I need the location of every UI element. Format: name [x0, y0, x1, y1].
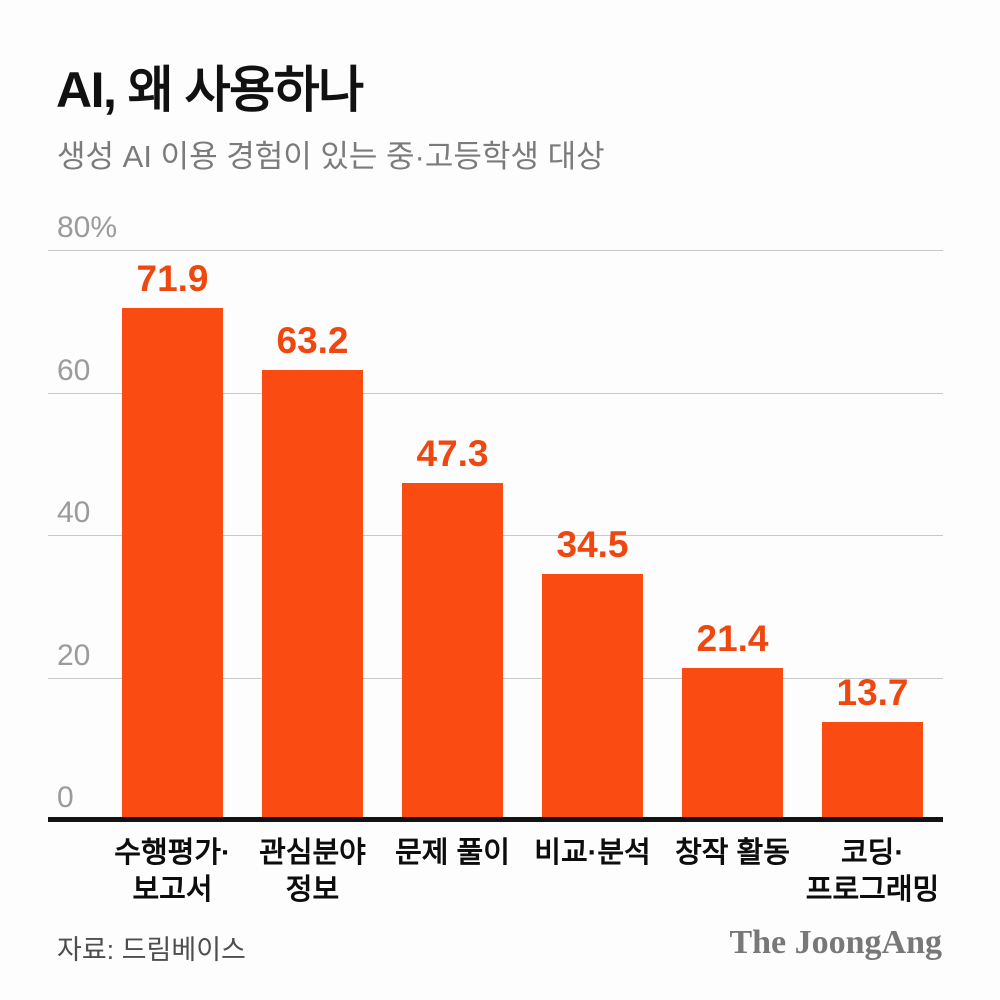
- bar-value-label: 21.4: [696, 617, 769, 659]
- x-axis-category-line: 프로그래밍: [805, 874, 940, 906]
- bar: [262, 369, 363, 820]
- x-axis-line: [48, 817, 943, 822]
- bar-value-label: 63.2: [276, 319, 349, 361]
- bar-value-label: 71.9: [136, 257, 209, 299]
- x-axis-category-line: 관심분야: [259, 837, 366, 869]
- x-axis-category-line: 창작 활동: [675, 837, 790, 869]
- y-axis-tick-label: 80%: [57, 211, 118, 244]
- chart-subtitle: 생성 AI 이용 경험이 있는 중·고등학생 대상: [57, 139, 605, 174]
- bar: [122, 307, 223, 820]
- x-axis-category-label: 비교·분석: [534, 835, 650, 872]
- y-axis-tick-label: 60: [57, 353, 91, 387]
- chart-title: AI, 왜 사용하나: [56, 62, 364, 118]
- bar: [542, 574, 643, 820]
- x-axis-category-line: 정보: [285, 874, 340, 906]
- bar: [822, 722, 923, 820]
- y-axis-tick-label: 40: [57, 496, 91, 529]
- x-axis-category-line: 수행평가·: [114, 837, 231, 869]
- x-axis-category-line: 비교·분석: [534, 837, 651, 869]
- x-axis-category-label: 문제 풀이: [395, 835, 510, 872]
- bar-value-label: 13.7: [836, 672, 909, 714]
- x-axis-category-line: 보고서: [132, 874, 213, 906]
- x-axis-category-label: 수행평가· 보고서: [114, 835, 230, 909]
- y-axis-tick-label: 20: [57, 638, 91, 672]
- bar: [682, 667, 783, 820]
- x-axis-category-label: 창작 활동: [675, 835, 790, 872]
- bar-value-label: 34.5: [556, 524, 629, 566]
- x-axis-category-label: 코딩· 프로그래밍: [806, 835, 939, 909]
- x-axis-category-line: 문제 풀이: [395, 837, 510, 869]
- gridline: [48, 250, 943, 251]
- gridline: [48, 392, 943, 394]
- bar-value-label: 47.3: [416, 433, 489, 474]
- bar: [402, 483, 503, 820]
- source-credit: 자료: 드림베이스: [57, 935, 246, 965]
- y-axis-tick-label: 0: [57, 781, 74, 814]
- x-axis-category-line: 코딩·: [840, 837, 905, 869]
- joongang-logo: The JoongAng: [729, 924, 942, 961]
